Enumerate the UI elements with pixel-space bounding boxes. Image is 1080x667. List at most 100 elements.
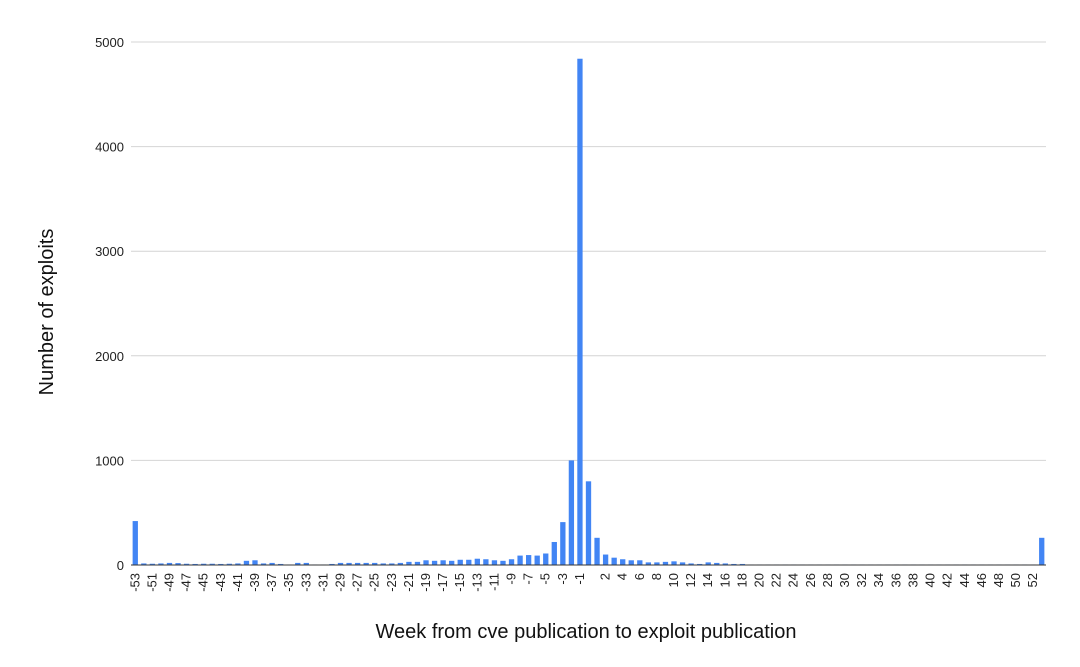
x-tick-label: -9	[504, 573, 519, 585]
bar	[243, 560, 250, 565]
bar	[671, 561, 677, 565]
bar	[654, 562, 660, 565]
bar	[431, 560, 438, 565]
x-tick-label: 14	[700, 573, 715, 587]
bar	[423, 560, 429, 565]
bar	[389, 563, 395, 565]
bar	[149, 563, 156, 565]
x-tick-label: 12	[683, 573, 698, 587]
bar	[346, 562, 352, 565]
bar	[337, 562, 344, 565]
x-tick-label: -29	[333, 573, 348, 592]
bar	[132, 521, 138, 565]
x-tick-label: -35	[281, 573, 296, 592]
bar	[363, 562, 369, 565]
bar	[483, 559, 489, 565]
bar	[525, 555, 532, 565]
x-tick-label: -37	[264, 573, 279, 592]
bar	[637, 560, 643, 565]
x-tick-label: 10	[666, 573, 681, 587]
bar	[295, 562, 301, 565]
x-tick-label: -53	[127, 573, 142, 592]
bar	[739, 563, 746, 565]
bar	[218, 563, 224, 565]
bar	[466, 559, 472, 565]
x-tick-label: -19	[418, 573, 433, 592]
bar	[192, 563, 198, 565]
x-tick-label: 40	[923, 573, 938, 587]
bar	[594, 537, 600, 565]
bar	[158, 563, 164, 565]
y-tick-label: 0	[117, 558, 124, 573]
y-axis-title: Number of exploits	[36, 229, 58, 396]
gridlines	[131, 41, 1046, 461]
bar	[397, 562, 404, 565]
bar	[551, 541, 557, 565]
x-tick-label: -7	[521, 573, 536, 585]
bar	[277, 563, 284, 565]
bar	[166, 562, 173, 565]
bar	[714, 562, 720, 565]
bar	[141, 563, 147, 565]
x-axis-ticks: -53 -51 -49 -47 -45 -43 -41 -39 -37 -35 -33 -31 -29-…	[127, 573, 1040, 592]
x-tick-label: -11	[486, 573, 501, 591]
x-tick-label: 4	[615, 573, 630, 580]
bar	[560, 522, 566, 565]
bar	[260, 563, 267, 565]
bar	[209, 563, 215, 565]
x-tick-label: 48	[991, 573, 1006, 587]
x-tick-label: -5	[538, 573, 553, 585]
x-tick-label: 6	[632, 573, 647, 580]
bar	[611, 557, 617, 565]
bar	[201, 563, 207, 565]
x-tick-label: -25	[367, 573, 382, 592]
bar	[491, 560, 498, 565]
bar	[688, 563, 694, 565]
bar	[731, 563, 737, 565]
bar	[449, 560, 455, 565]
bar	[372, 562, 378, 565]
bar	[500, 560, 506, 565]
bar	[406, 561, 412, 565]
x-tick-label: 44	[957, 573, 972, 587]
bar	[269, 562, 275, 565]
x-tick-label: 46	[974, 573, 989, 587]
x-tick-label: 2	[598, 573, 613, 580]
bar	[722, 563, 728, 565]
x-tick-label: -49	[161, 573, 176, 592]
x-tick-label: -13	[469, 573, 484, 592]
x-axis-title: Week from cve publication to exploit pub…	[376, 621, 797, 643]
x-tick-label: 28	[820, 573, 835, 587]
x-tick-label: -23	[384, 573, 399, 592]
y-tick-label: 4000	[95, 140, 124, 155]
x-tick-label: -33	[298, 573, 313, 592]
bar	[662, 561, 669, 565]
x-tick-label: 36	[888, 573, 903, 587]
bar	[517, 555, 523, 565]
bar	[620, 559, 626, 565]
x-tick-label: -3	[555, 573, 570, 585]
bar	[414, 561, 421, 565]
bar	[354, 562, 361, 565]
x-tick-label: 34	[871, 573, 886, 587]
x-tick-label: 38	[905, 573, 920, 587]
bar	[568, 460, 575, 565]
bar	[534, 555, 540, 565]
bar	[628, 560, 634, 565]
y-axis-ticks: 0 1000 2000 3000 4000 5000	[95, 35, 124, 573]
x-tick-label: -31	[315, 573, 330, 592]
x-tick-label: 52	[1025, 573, 1040, 587]
x-tick-label: 32	[854, 573, 869, 587]
bar	[235, 563, 241, 565]
bar	[303, 562, 309, 565]
x-tick-label: -43	[213, 573, 228, 592]
x-tick-label: 42	[940, 573, 955, 587]
bar	[329, 563, 335, 565]
x-tick-label: -21	[401, 573, 416, 592]
x-tick-label: 18	[734, 573, 749, 587]
x-tick-label: -41	[230, 573, 245, 592]
bar	[508, 559, 515, 565]
x-tick-label: 26	[803, 573, 818, 587]
bar	[380, 563, 386, 565]
